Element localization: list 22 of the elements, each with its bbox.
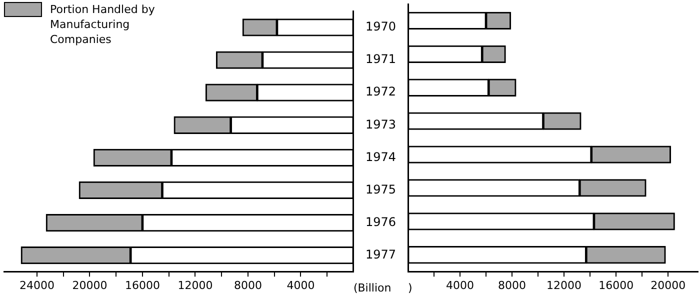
y-tick-label: 1971 bbox=[365, 52, 396, 66]
x-tick-label: 20000 bbox=[650, 279, 686, 292]
x-axis-title: ) bbox=[408, 281, 412, 294]
x-tick-label: 24000 bbox=[19, 279, 54, 292]
x-tick-label: 16000 bbox=[124, 279, 160, 292]
y-tick-label: 1972 bbox=[365, 84, 396, 99]
legend-label: Portion Handled by Manufacturing Companies bbox=[50, 2, 156, 47]
x-tick-label: 12000 bbox=[546, 279, 582, 292]
x-axis-title: (Billion bbox=[353, 281, 392, 294]
x-tick-label: 16000 bbox=[598, 279, 634, 292]
y-tick-label: 1976 bbox=[365, 214, 396, 229]
x-tick-label: 4000 bbox=[286, 279, 315, 292]
y-tick-label: 1970 bbox=[365, 20, 396, 34]
x-tick-label: 12000 bbox=[178, 279, 213, 292]
x-tick-label: 20000 bbox=[72, 279, 108, 292]
y-tick-label: 1975 bbox=[365, 182, 396, 196]
x-tick-label: 4000 bbox=[446, 279, 474, 292]
x-tick-label: 8000 bbox=[234, 279, 262, 292]
y-tick-label: 1974 bbox=[365, 150, 396, 164]
y-tick-label: 1977 bbox=[365, 247, 396, 262]
x-tick-label: 8000 bbox=[498, 279, 526, 292]
y-tick-label: 1973 bbox=[365, 117, 396, 132]
